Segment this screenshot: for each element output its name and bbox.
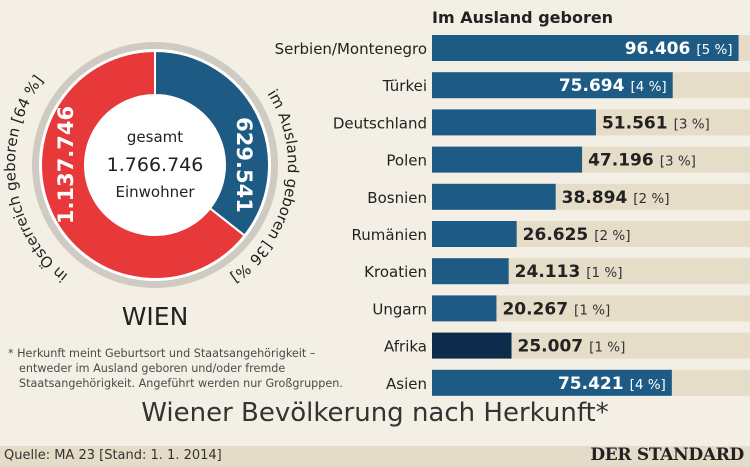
bar-percent-label: [2 %] bbox=[633, 191, 669, 207]
bar-percent-label: [1 %] bbox=[574, 302, 610, 318]
chart-title: Wiener Bevölkerung nach Herkunft* bbox=[141, 398, 609, 428]
bar-value-label: 20.267 bbox=[502, 299, 568, 319]
bar bbox=[432, 183, 556, 210]
bar-percent-label: [1 %] bbox=[586, 265, 622, 281]
bar bbox=[432, 258, 509, 285]
source-bar bbox=[0, 446, 750, 467]
bar-percent-label: [3 %] bbox=[674, 116, 710, 132]
bar bbox=[432, 35, 739, 61]
footnote-line-2: entweder im Ausland geboren und/oder fre… bbox=[19, 362, 286, 375]
bar-category-label: Rumänien bbox=[352, 226, 427, 244]
source-text: Quelle: MA 23 [Stand: 1. 1. 2014] bbox=[4, 448, 222, 463]
bar-percent-label: [1 %] bbox=[589, 340, 625, 356]
donut-center-total: 1.766.746 bbox=[107, 154, 204, 176]
footnote: * Herkunft meint Geburtsort und Staatsan… bbox=[8, 346, 353, 391]
donut-value-ausland: 629.541 bbox=[232, 117, 256, 213]
bar-category-label: Türkei bbox=[382, 77, 427, 95]
bar-category-label: Kroatien bbox=[364, 263, 427, 281]
bar bbox=[432, 72, 673, 99]
bar-category-label: Polen bbox=[386, 152, 427, 170]
bar-value-label: 47.196 bbox=[588, 151, 654, 171]
publisher-logo: DER STANDARD bbox=[590, 445, 744, 465]
bar bbox=[432, 332, 512, 359]
bar-percent-label: [5 %] bbox=[696, 42, 732, 58]
bar-value-label: 24.113 bbox=[515, 262, 581, 282]
bar-category-label: Ungarn bbox=[372, 300, 427, 318]
bar bbox=[432, 221, 517, 247]
footnote-line-3: Staatsangehörigkeit. Angeführt werden nu… bbox=[19, 377, 343, 390]
donut-center-label-bottom: Einwohner bbox=[115, 183, 195, 201]
bar-chart-title: Im Ausland geboren bbox=[432, 8, 613, 27]
donut-center bbox=[85, 95, 225, 235]
bar-value-label: 51.561 bbox=[602, 113, 668, 133]
bar-percent-label: [4 %] bbox=[630, 79, 666, 95]
donut-center-label-top: gesamt bbox=[127, 128, 183, 146]
bar-value-label: 75.694 bbox=[559, 76, 625, 96]
bar-category-label: Bosnien bbox=[367, 189, 427, 207]
bar-category-label: Afrika bbox=[384, 338, 427, 356]
donut-value-oesterreich: 1.137.746 bbox=[54, 106, 78, 224]
bar-value-label: 75.421 bbox=[558, 374, 624, 394]
donut-chart: gesamt 1.766.746 Einwohner 629.541 1.137.746… bbox=[1, 42, 302, 331]
bar bbox=[432, 295, 497, 322]
bar bbox=[432, 146, 583, 173]
bar-category-label: Asien bbox=[386, 375, 427, 393]
bar-value-label: 38.894 bbox=[562, 188, 628, 208]
bar-chart: Im Ausland geboren Serbien/Montenegro [5 … bbox=[275, 8, 750, 396]
bar-percent-label: [3 %] bbox=[660, 154, 696, 170]
bar-category-label: Serbien/Montenegro bbox=[275, 40, 427, 58]
bar-percent-label: [2 %] bbox=[594, 228, 630, 244]
bar-value-label: 26.625 bbox=[523, 225, 589, 245]
bar bbox=[432, 109, 596, 136]
bar-value-label: 96.406 bbox=[625, 39, 691, 59]
bar-percent-label: [4 %] bbox=[630, 377, 666, 393]
footnote-line-1: * Herkunft meint Geburtsort und Staatsan… bbox=[8, 347, 316, 360]
bar-value-label: 25.007 bbox=[518, 337, 584, 357]
bar bbox=[432, 369, 672, 396]
donut-city-label: WIEN bbox=[122, 302, 189, 331]
bar-category-label: Deutschland bbox=[333, 114, 427, 132]
